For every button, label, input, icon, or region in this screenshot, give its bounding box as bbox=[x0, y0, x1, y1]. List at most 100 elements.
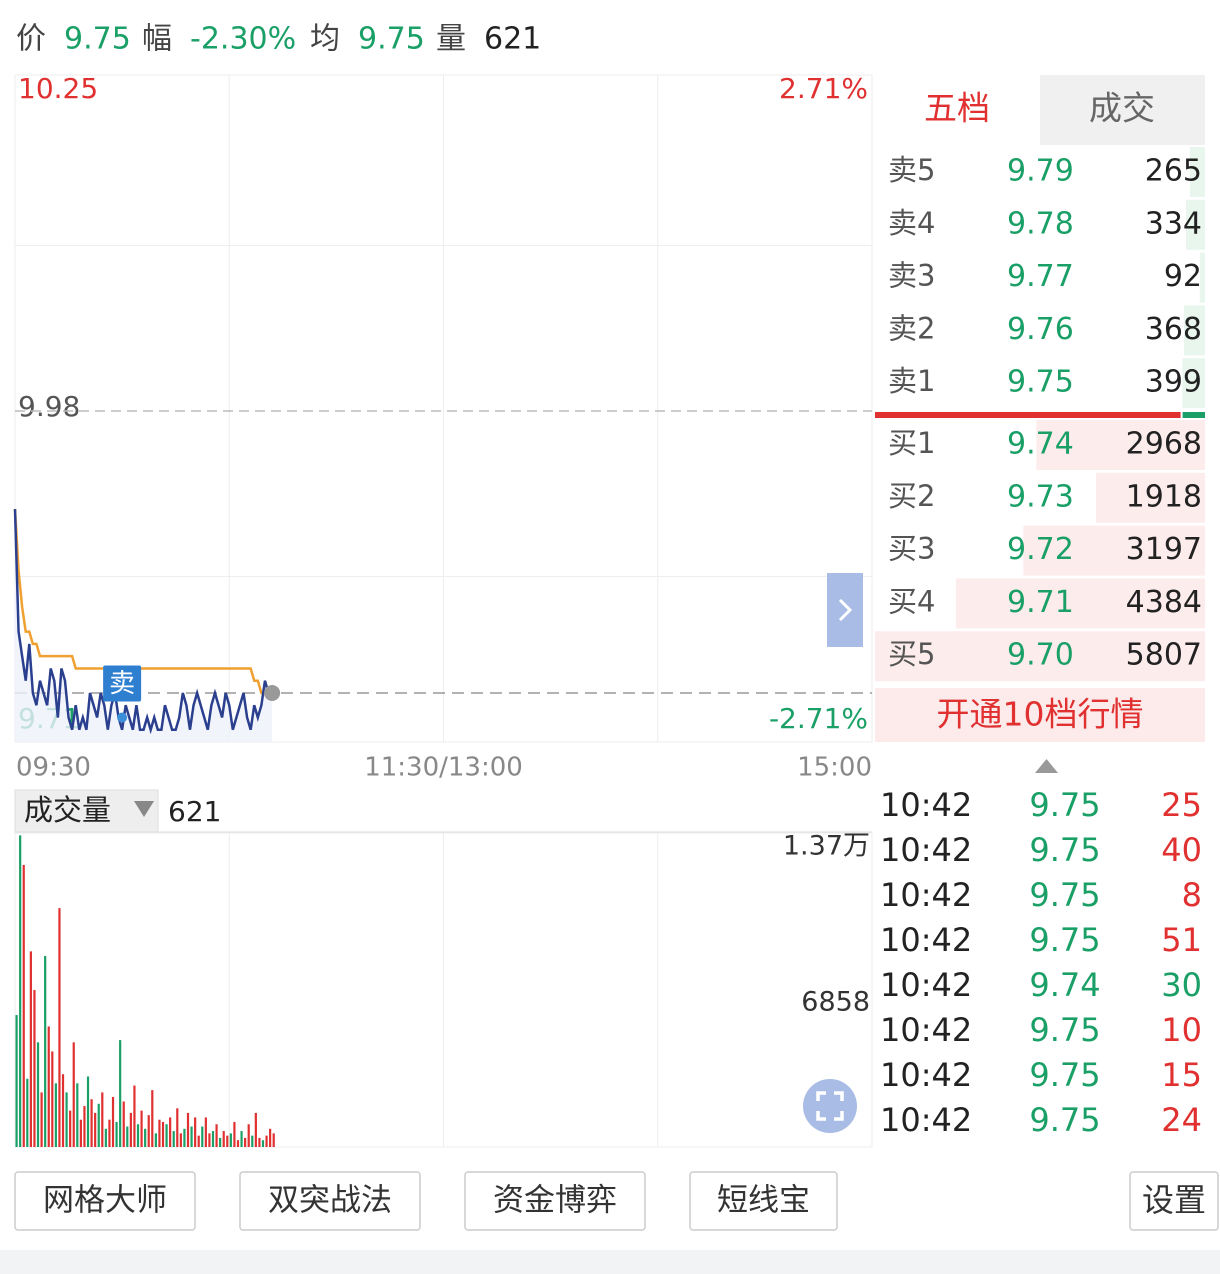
trade-price: 9.74 bbox=[1029, 966, 1100, 1004]
sell-bar bbox=[1189, 147, 1205, 197]
tab-inactive[interactable] bbox=[1040, 75, 1205, 145]
ratio-sell bbox=[1182, 412, 1205, 418]
fullscreen-icon bbox=[816, 1091, 844, 1121]
volume-bar bbox=[115, 1121, 118, 1147]
volume-bar bbox=[26, 1078, 29, 1147]
trade-price: 9.75 bbox=[1029, 1101, 1100, 1139]
volume-bar bbox=[215, 1124, 218, 1147]
trade-volume: 30 bbox=[1161, 966, 1202, 1004]
volume-bar bbox=[136, 1124, 140, 1147]
y2-tick-label: -2.71% bbox=[769, 702, 868, 735]
volume-bar bbox=[272, 1133, 275, 1147]
volume-bar bbox=[29, 951, 32, 1147]
volume-bar bbox=[47, 1026, 50, 1147]
tool-button[interactable]: 短线宝 bbox=[689, 1171, 838, 1231]
book-price: 9.74 bbox=[1007, 427, 1074, 462]
volume-bar bbox=[165, 1124, 168, 1147]
volume-bar bbox=[154, 1133, 157, 1147]
trade-price: 9.75 bbox=[1029, 1056, 1100, 1094]
book-volume: 92 bbox=[1164, 259, 1202, 294]
volume-selector[interactable] bbox=[14, 789, 159, 833]
button-label[interactable]: 短线宝 bbox=[717, 1183, 810, 1219]
trade-volume: 10 bbox=[1161, 1011, 1202, 1049]
buy-bar bbox=[875, 631, 1205, 682]
expand-tab[interactable] bbox=[827, 573, 863, 647]
fullscreen-btn[interactable] bbox=[803, 1079, 857, 1133]
button-box bbox=[689, 1171, 838, 1231]
book-price: 9.71 bbox=[1007, 585, 1074, 620]
tool-button[interactable]: 资金博弈 bbox=[464, 1171, 646, 1231]
book-volume: 5807 bbox=[1126, 638, 1202, 673]
header-label: 量 bbox=[436, 22, 466, 57]
trade-volume: 40 bbox=[1161, 831, 1202, 869]
button-label[interactable]: 双突战法 bbox=[268, 1183, 392, 1219]
volume-tick-label: 6858 bbox=[801, 987, 870, 1018]
book-volume: 4384 bbox=[1126, 585, 1202, 620]
volume-bar bbox=[244, 1137, 247, 1147]
button-box bbox=[239, 1171, 421, 1231]
button-label[interactable]: 网格大师 bbox=[43, 1183, 167, 1219]
button-label[interactable]: 资金博弈 bbox=[493, 1183, 617, 1219]
sell-bar bbox=[1184, 305, 1205, 356]
upgrade-btn[interactable] bbox=[875, 688, 1205, 742]
volume-bar bbox=[90, 1099, 93, 1147]
price-area bbox=[15, 509, 273, 742]
book-price: 9.70 bbox=[1007, 638, 1074, 673]
last-point bbox=[264, 684, 281, 701]
trade-time: 10:42 bbox=[880, 966, 972, 1004]
volume-bar bbox=[51, 1051, 54, 1147]
volume-bar bbox=[161, 1121, 165, 1147]
volume-bar bbox=[194, 1117, 197, 1147]
book-price: 9.78 bbox=[1007, 206, 1074, 241]
tab[interactable]: 五档 bbox=[924, 89, 990, 128]
volume-bar bbox=[236, 1140, 240, 1147]
tab[interactable]: 成交 bbox=[1089, 89, 1155, 128]
volume-bar bbox=[119, 1040, 122, 1147]
volume-bar bbox=[179, 1133, 182, 1147]
book-label: 买1 bbox=[888, 426, 935, 460]
button-box bbox=[464, 1171, 646, 1231]
volume-bar bbox=[83, 1106, 86, 1147]
volume-bar bbox=[169, 1117, 172, 1147]
buy-bar bbox=[1023, 525, 1205, 576]
book-volume: 3197 bbox=[1126, 532, 1202, 567]
upgrade-label[interactable]: 开通10档行情 bbox=[937, 695, 1144, 734]
trade-price: 9.75 bbox=[1029, 1011, 1100, 1049]
volume-bar bbox=[61, 1074, 65, 1147]
volume-bar bbox=[240, 1131, 243, 1147]
dropdown-icon bbox=[134, 801, 154, 817]
book-label: 卖4 bbox=[888, 206, 935, 240]
x-tick-label: 09:30 bbox=[16, 753, 91, 783]
volume-bar bbox=[101, 1092, 104, 1147]
volume-bar bbox=[251, 1135, 254, 1147]
book-price: 9.76 bbox=[1007, 312, 1074, 347]
trade-price: 9.75 bbox=[1029, 876, 1100, 914]
trade-price: 9.75 bbox=[1029, 921, 1100, 959]
volume-bar bbox=[265, 1135, 268, 1147]
settings-button[interactable]: 设置 bbox=[1129, 1171, 1219, 1231]
volume-bar bbox=[79, 1119, 82, 1147]
header-label: 幅 bbox=[142, 22, 172, 57]
book-volume: 265 bbox=[1145, 154, 1202, 189]
tool-button[interactable]: 网格大师 bbox=[14, 1171, 196, 1231]
header-label: 价 bbox=[16, 22, 46, 57]
book-price: 9.75 bbox=[1007, 365, 1074, 400]
trade-time: 10:42 bbox=[880, 876, 972, 914]
header-label: 均 bbox=[310, 22, 340, 57]
trade-volume: 15 bbox=[1161, 1056, 1202, 1094]
volume-bar bbox=[94, 1112, 97, 1147]
header-value: 9.75 bbox=[64, 22, 131, 57]
buy-bar bbox=[1036, 420, 1205, 470]
annotation-dot bbox=[117, 712, 128, 723]
trade-time: 10:42 bbox=[880, 786, 972, 824]
book-label: 卖3 bbox=[888, 259, 935, 293]
bottom-strip bbox=[0, 1250, 1220, 1274]
tool-button[interactable]: 双突战法 bbox=[239, 1171, 421, 1231]
trade-time: 10:42 bbox=[880, 921, 972, 959]
series-line bbox=[13, 509, 273, 735]
trade-time: 10:42 bbox=[880, 831, 972, 869]
settings-label[interactable]: 设置 bbox=[1142, 1181, 1206, 1219]
collapse-icon[interactable] bbox=[1035, 759, 1058, 773]
volume-bar bbox=[183, 1128, 186, 1147]
